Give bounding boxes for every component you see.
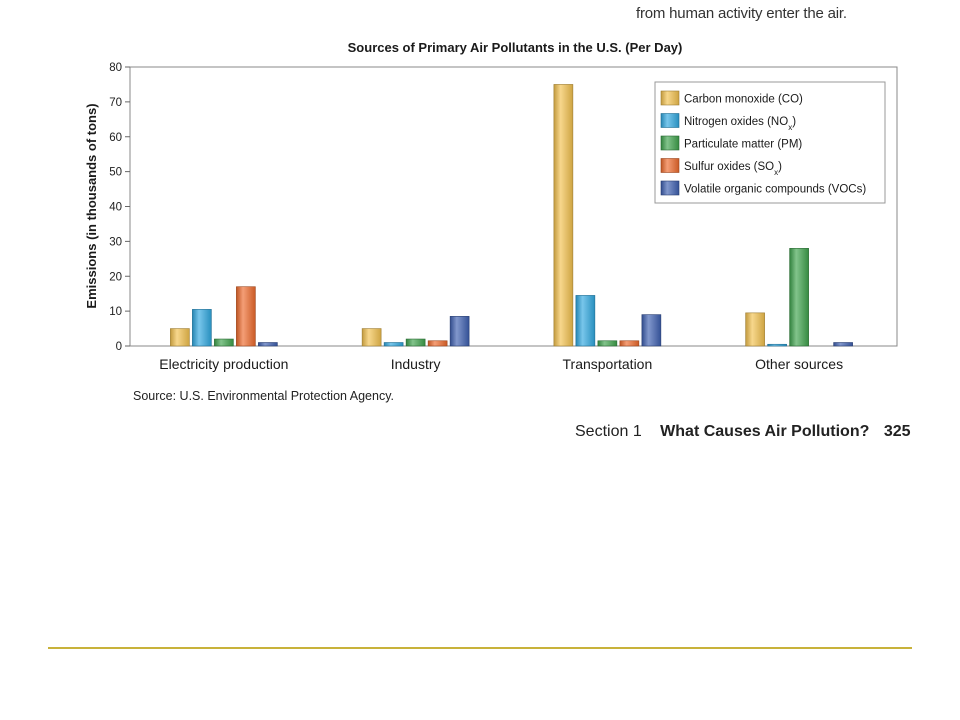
- page-footer: Section 1 What Causes Air Pollution? 325: [575, 423, 911, 441]
- x-category-label: Other sources: [755, 356, 843, 372]
- bar-industry-4: [449, 316, 470, 347]
- bar-transportation-3: [619, 340, 640, 347]
- bar-transportation-2: [597, 340, 618, 347]
- y-tick-label: 70: [109, 97, 122, 109]
- legend-swatch: [660, 113, 680, 128]
- bar-transportation-4: [641, 314, 662, 347]
- y-tick-label: 80: [109, 62, 122, 74]
- legend-swatch: [660, 135, 680, 151]
- legend-box: [654, 81, 886, 204]
- bar-industry-3: [427, 340, 448, 347]
- legend-swatch: [660, 180, 680, 196]
- bar-other-sources-0: [745, 312, 765, 347]
- preceding-paragraph-fragment: from human activity enter the air.: [636, 5, 847, 22]
- y-tick-label: 40: [109, 202, 122, 214]
- x-category-label: Transportation: [563, 356, 653, 372]
- bar-transportation-0: [553, 84, 574, 347]
- footer-section: Section 1: [575, 423, 642, 440]
- legend-label: Particulate matter (PM): [684, 139, 802, 151]
- divider-rule: [48, 647, 912, 649]
- bar-electricity-production-4: [258, 342, 278, 347]
- y-axis-title: Emissions (in thousands of tons): [84, 103, 99, 308]
- y-tick-label: 20: [109, 271, 122, 283]
- bar-electricity-production-0: [170, 328, 190, 347]
- bar-other-sources-2: [789, 248, 809, 347]
- source-note: Source: U.S. Environmental Protection Ag…: [133, 389, 395, 403]
- bar-electricity-production-2: [214, 338, 234, 347]
- pollutant-bar-chart: Sources of Primary Air Pollutants in the…: [84, 40, 898, 372]
- x-category-label: Electricity production: [159, 356, 288, 372]
- y-tick-label: 0: [116, 341, 122, 353]
- legend-label: Nitrogen oxides (NOx): [684, 116, 796, 132]
- bar-transportation-1: [575, 295, 596, 347]
- legend-swatch: [660, 90, 680, 106]
- y-tick-label: 50: [109, 167, 122, 179]
- footer-page-number: 325: [883, 423, 911, 440]
- bar-industry-1: [383, 342, 404, 347]
- y-tick-label: 10: [109, 306, 122, 318]
- bar-industry-0: [361, 328, 382, 347]
- footer-title: What Causes Air Pollution?: [660, 423, 870, 440]
- legend-label: Sulfur oxides (SOx): [684, 161, 782, 177]
- x-category-label: Industry: [391, 356, 441, 372]
- legend-label: Volatile organic compounds (VOCs): [684, 184, 866, 196]
- bar-electricity-production-3: [236, 286, 256, 347]
- y-tick-label: 60: [109, 132, 122, 144]
- legend-swatch: [660, 158, 680, 173]
- bar-other-sources-4: [833, 342, 853, 347]
- bar-electricity-production-1: [192, 309, 212, 347]
- bar-industry-2: [405, 338, 426, 347]
- legend-label: Carbon monoxide (CO): [684, 94, 803, 106]
- bar-other-sources-1: [767, 343, 787, 347]
- chart-title: Sources of Primary Air Pollutants in the…: [348, 40, 683, 55]
- y-tick-label: 30: [109, 236, 122, 248]
